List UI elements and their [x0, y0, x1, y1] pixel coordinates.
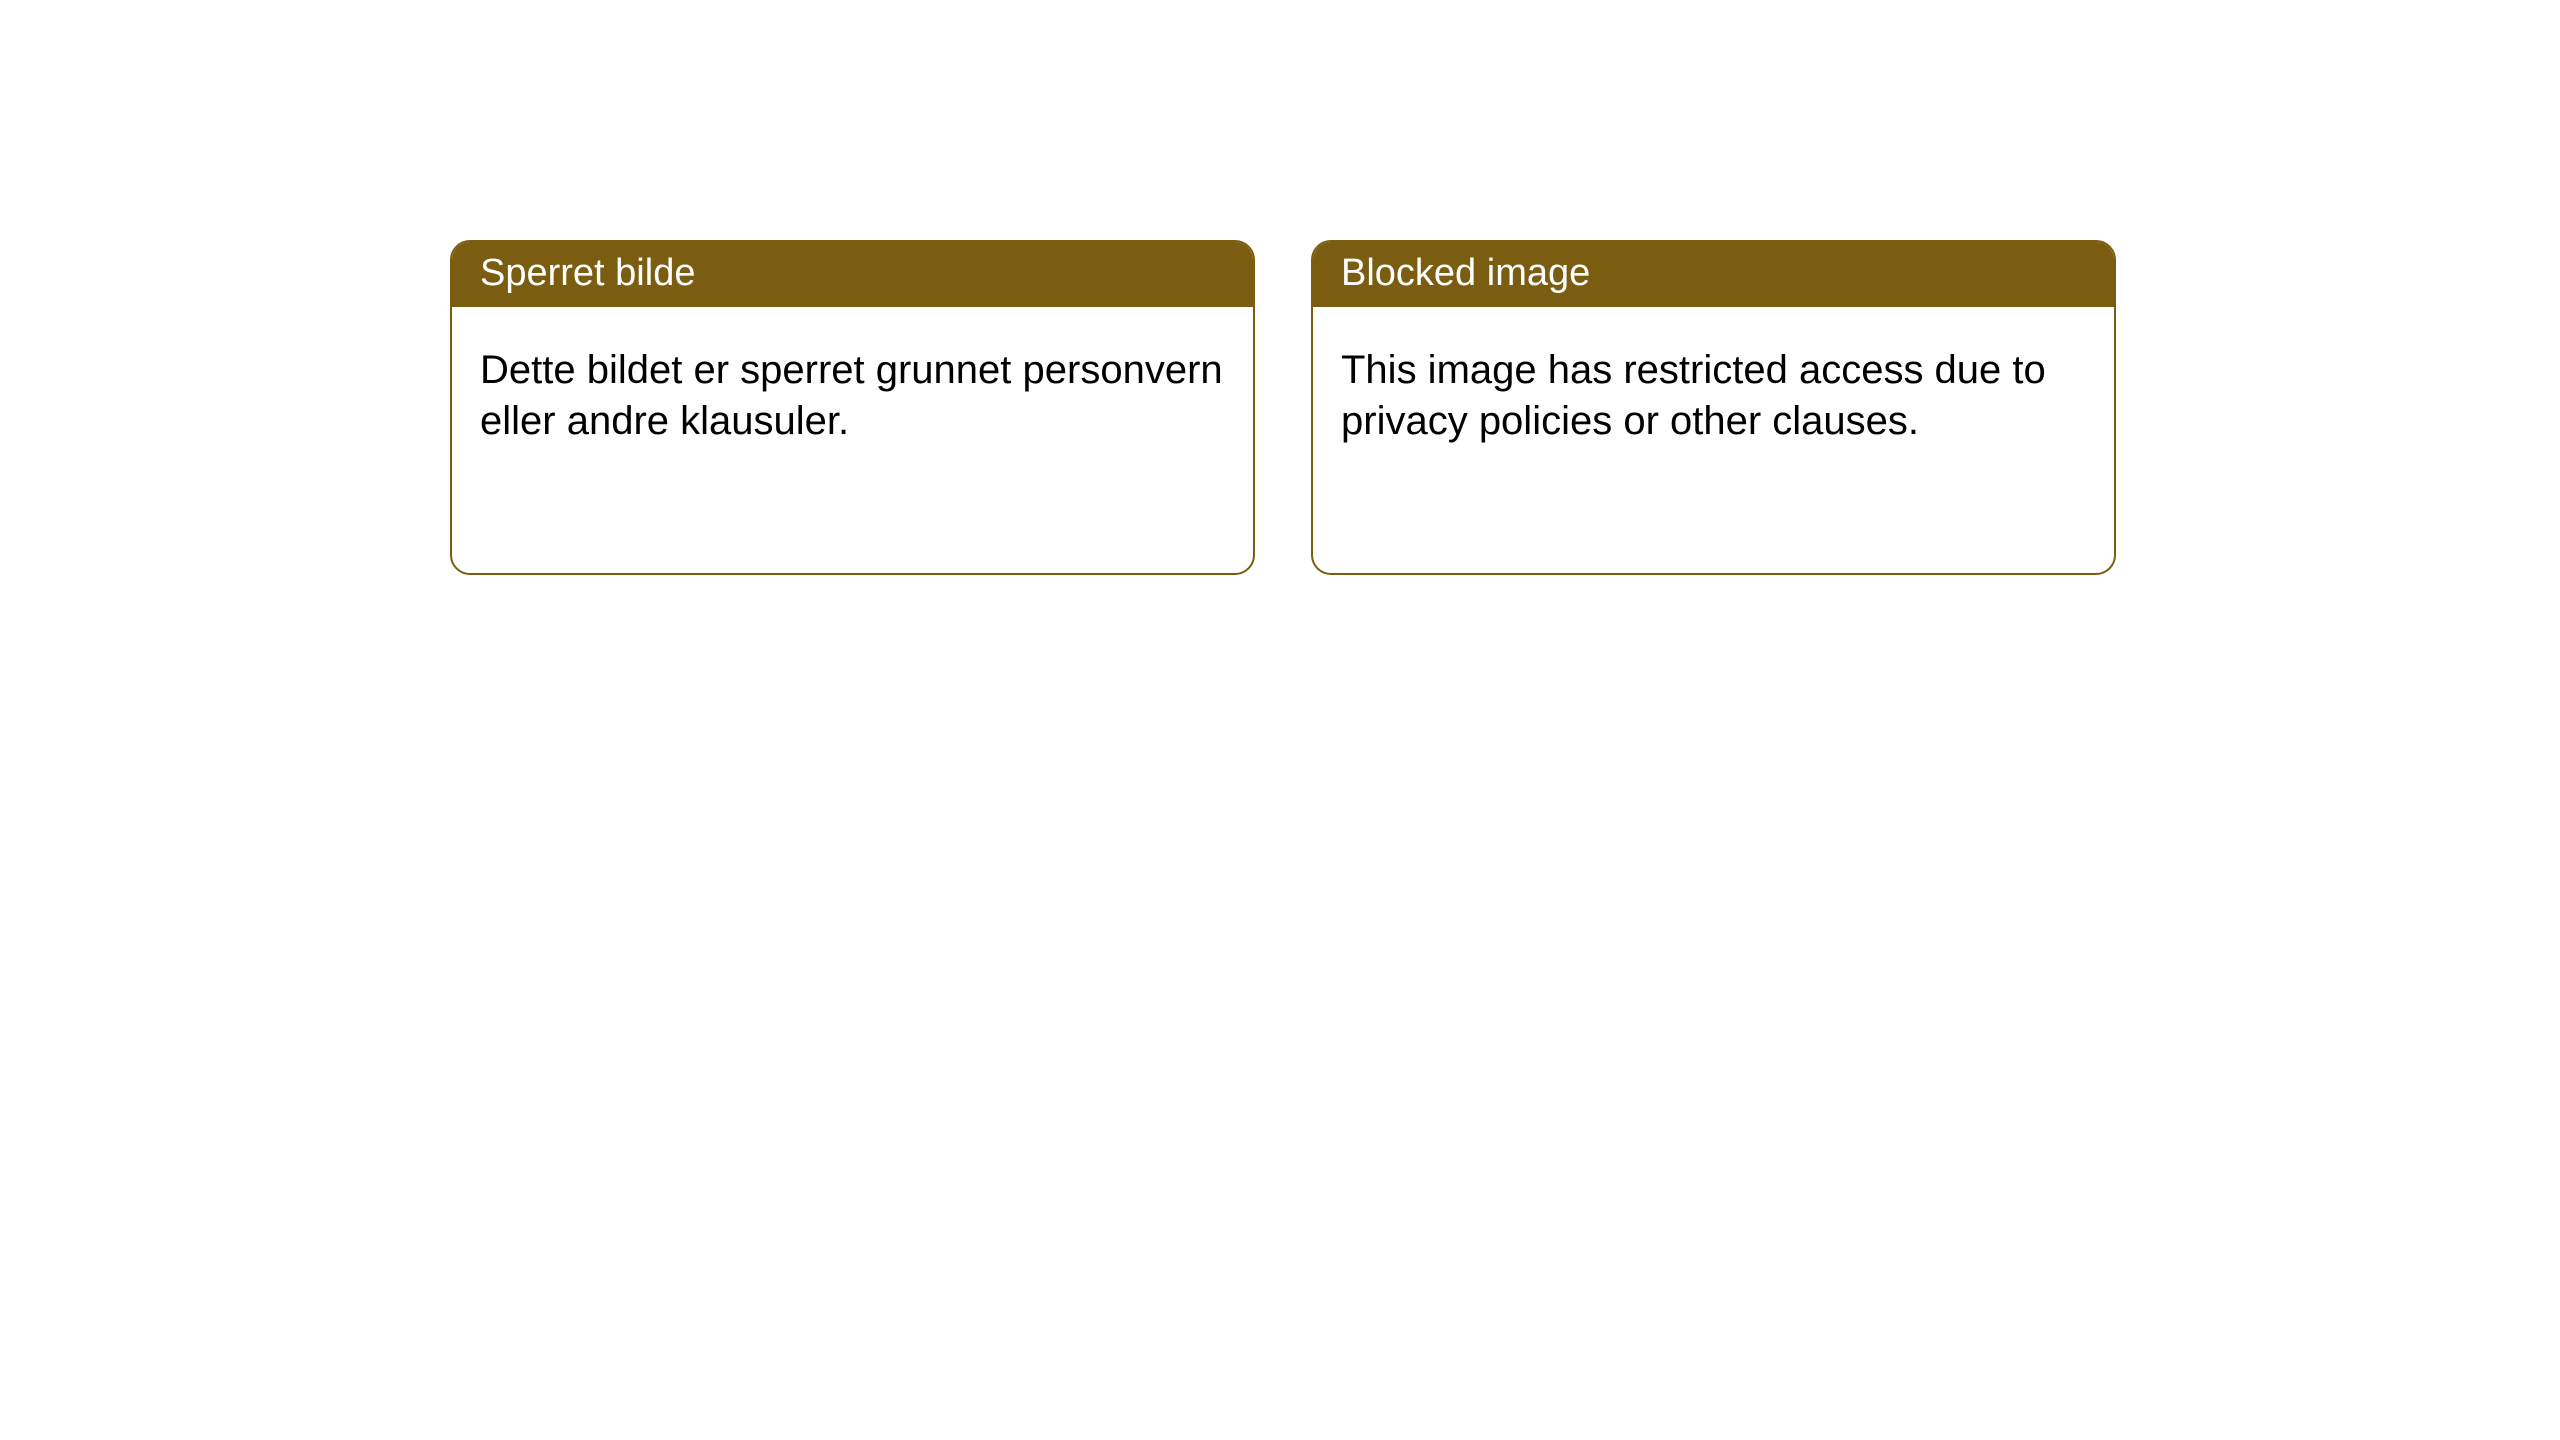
notice-body: Dette bildet er sperret grunnet personve…	[452, 307, 1253, 475]
notice-card-norwegian: Sperret bilde Dette bildet er sperret gr…	[450, 240, 1255, 575]
notice-title: Blocked image	[1313, 242, 2114, 307]
notice-body: This image has restricted access due to …	[1313, 307, 2114, 475]
notice-card-english: Blocked image This image has restricted …	[1311, 240, 2116, 575]
notices-container: Sperret bilde Dette bildet er sperret gr…	[0, 0, 2560, 575]
notice-title: Sperret bilde	[452, 242, 1253, 307]
